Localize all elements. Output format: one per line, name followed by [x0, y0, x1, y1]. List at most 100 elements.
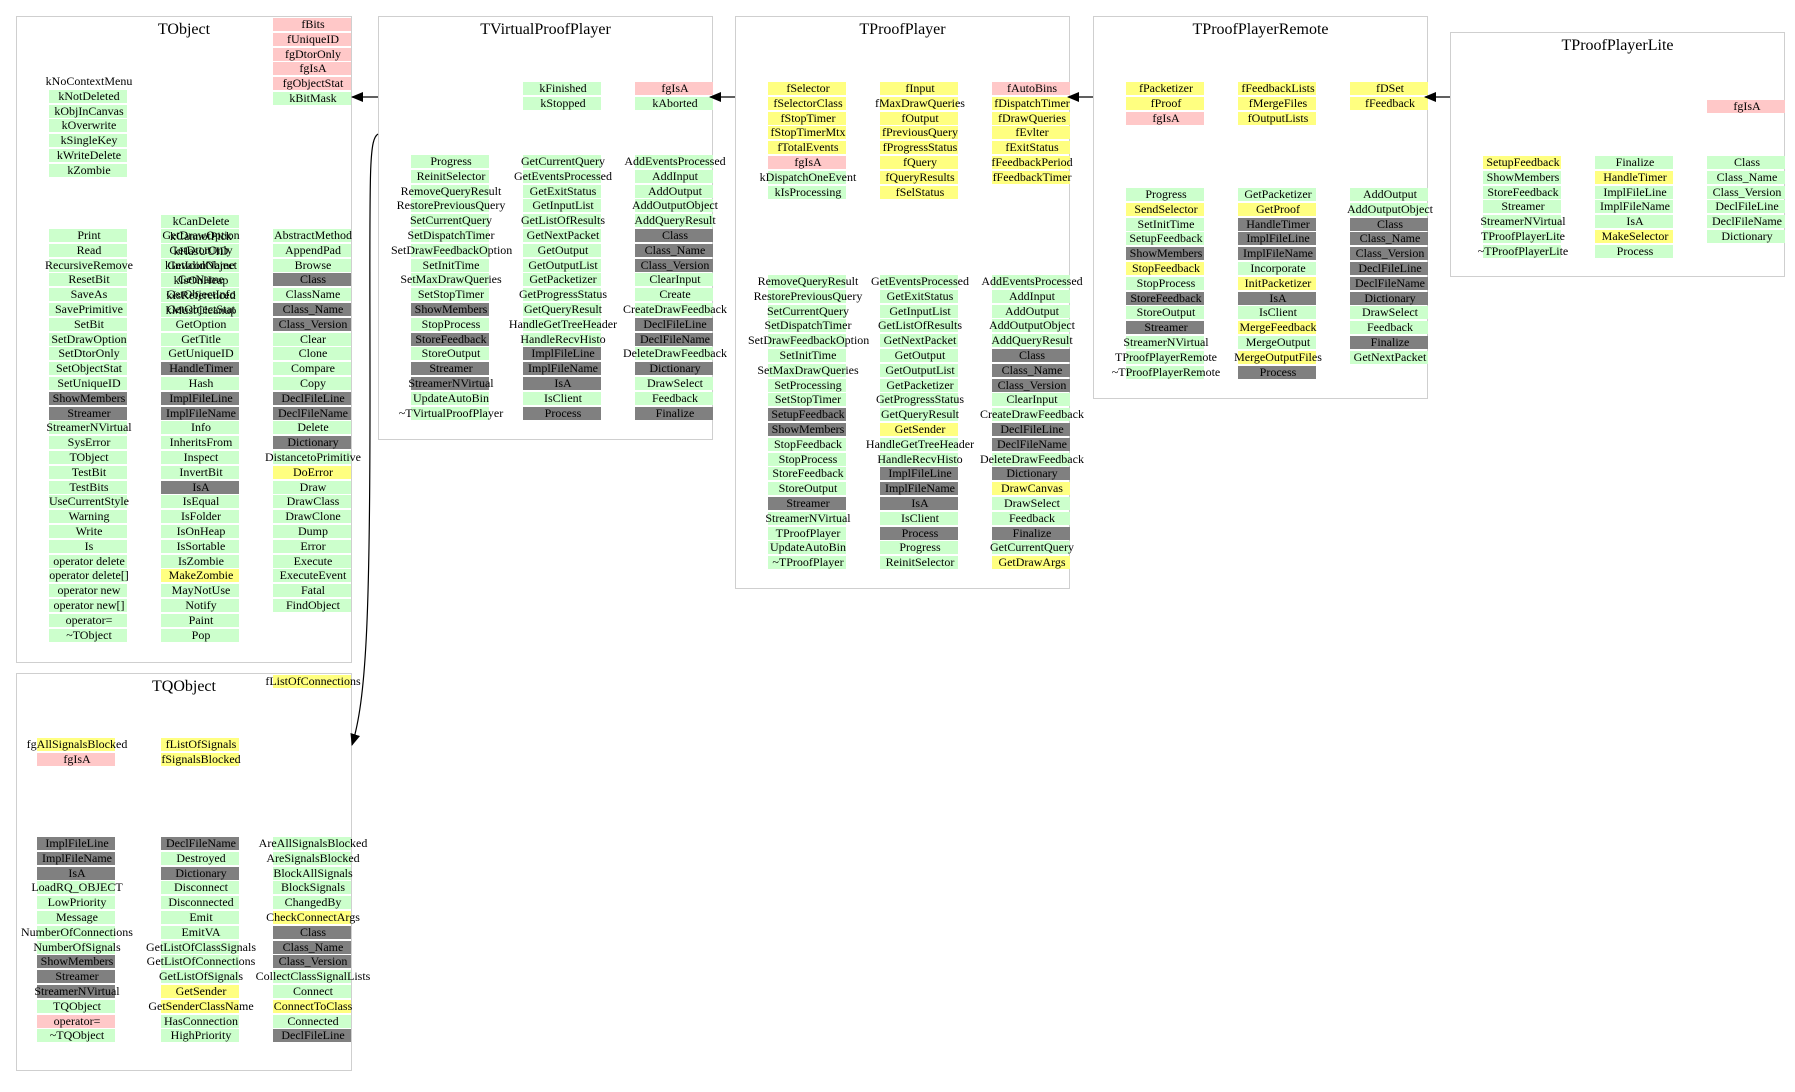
member-label: fgIsA [1733, 99, 1761, 113]
visibility-swatch [768, 82, 846, 95]
visibility-swatch [49, 362, 127, 376]
member-label: AddInput [1009, 288, 1055, 303]
visibility-swatch [880, 319, 958, 333]
data-member: fTotalEvents [748, 140, 868, 155]
method: RestorePreviousQuery [391, 198, 511, 213]
member-label: kNotDeleted [58, 88, 120, 103]
data-member: fBits [253, 17, 373, 31]
member-label: IsA [911, 496, 929, 510]
visibility-swatch [1595, 185, 1673, 199]
member-label: StreamerNVirtual [1480, 214, 1566, 229]
member-label: fFeedbackTimer [992, 169, 1072, 184]
visibility-swatch [37, 1029, 115, 1043]
method: GetOutputList [860, 363, 980, 377]
member-label: GetNextPacket [883, 333, 957, 348]
data-member: kZombie [29, 163, 149, 177]
member-label: StreamerNVirtual [46, 420, 132, 435]
method: DeclFileLine [253, 1028, 373, 1043]
visibility-swatch [37, 866, 115, 880]
method: ImplFileName [860, 481, 980, 496]
data-member: fDrawQueries [972, 111, 1092, 125]
visibility-swatch [992, 82, 1070, 95]
member-label: ImplFileName [42, 850, 112, 865]
method: Inspect [141, 450, 261, 464]
visibility-swatch [161, 391, 239, 405]
visibility-swatch [161, 421, 239, 435]
visibility-swatch [273, 539, 351, 553]
visibility-swatch [161, 940, 239, 954]
member-label: fProof [1150, 95, 1182, 110]
member-label: SetMaxDrawQueries [400, 272, 502, 287]
method: LoadRQ_OBJECT [17, 880, 137, 895]
member-label: Info [191, 420, 211, 435]
member-label: GetPacketizer [529, 272, 597, 287]
method: SetInitTime [391, 258, 511, 272]
member-label: Feedback [652, 390, 698, 405]
data-member: fAutoBins [972, 81, 1092, 95]
visibility-swatch [49, 613, 127, 627]
data-member: kDispatchOneEvent [748, 170, 868, 184]
visibility-swatch [992, 482, 1070, 496]
data-member: kWriteDelete [29, 148, 149, 162]
member-label: DeclFileLine [1358, 261, 1422, 275]
member-label: SetupFeedback [1129, 231, 1203, 246]
member-label: MakeSelector [1601, 229, 1669, 243]
method: GetNextPacket [503, 228, 623, 242]
method: StoreOutput [748, 481, 868, 496]
member-label: NumberOfSignals [33, 939, 121, 954]
visibility-swatch [880, 170, 958, 184]
member-label: fgAllSignalsBlocked [26, 737, 128, 751]
visibility-swatch [161, 510, 239, 524]
method: AreSignalsBlocked [253, 851, 373, 865]
member-label: StreamerNVirtual [765, 510, 851, 525]
visibility-swatch [411, 406, 489, 420]
visibility-swatch [1350, 336, 1428, 349]
method: GetProgressStatus [503, 287, 623, 302]
visibility-swatch [880, 185, 958, 199]
member-label: Clear [300, 331, 326, 346]
data-member: fDSet [1330, 81, 1450, 95]
member-label: AddQueryResult [991, 333, 1073, 348]
visibility-swatch [768, 334, 846, 348]
visibility-swatch [1238, 291, 1316, 305]
method: Destroyed [141, 851, 261, 865]
data-member: kCannotPick [141, 229, 261, 243]
member-label: GetQueryResult [881, 407, 959, 422]
visibility-swatch [273, 18, 351, 31]
visibility-swatch [768, 156, 846, 169]
method: CreateDrawFeedback [615, 302, 735, 316]
member-label: GetOutputList [885, 362, 955, 377]
method: Class [1330, 217, 1450, 231]
method: DeclFileLine [972, 422, 1092, 436]
visibility-swatch [161, 377, 239, 390]
member-label: SetupFeedback [1486, 155, 1560, 169]
visibility-swatch [1707, 215, 1785, 229]
member-label: SetObjectStat [56, 361, 122, 376]
visibility-swatch [992, 541, 1070, 555]
visibility-swatch [1126, 111, 1204, 125]
member-label: InheritsFrom [169, 435, 233, 450]
visibility-swatch [523, 303, 601, 316]
method: Class_Version [972, 378, 1092, 392]
visibility-swatch [1595, 244, 1673, 258]
visibility-swatch [411, 303, 489, 316]
method: Notify [141, 598, 261, 612]
member-label: Progress [430, 154, 472, 168]
member-label: StopProcess [421, 316, 481, 331]
member-label: Copy [299, 376, 326, 390]
member-label: GetProgressStatus [876, 392, 964, 407]
visibility-swatch [49, 451, 127, 464]
visibility-swatch [273, 362, 351, 376]
member-label: FindObject [286, 598, 340, 612]
member-label: fQuery [903, 155, 937, 169]
visibility-swatch [992, 96, 1070, 110]
method: Dictionary [1330, 291, 1450, 305]
method: GetSender [141, 984, 261, 998]
method: HandleTimer [1218, 217, 1338, 231]
member-label: GetSender [894, 422, 946, 436]
method: operator delete[] [29, 568, 149, 583]
member-label: InvertBit [179, 464, 223, 479]
method: AreAllSignalsBlocked [253, 836, 373, 850]
visibility-swatch [992, 526, 1070, 540]
visibility-swatch [37, 1014, 115, 1028]
